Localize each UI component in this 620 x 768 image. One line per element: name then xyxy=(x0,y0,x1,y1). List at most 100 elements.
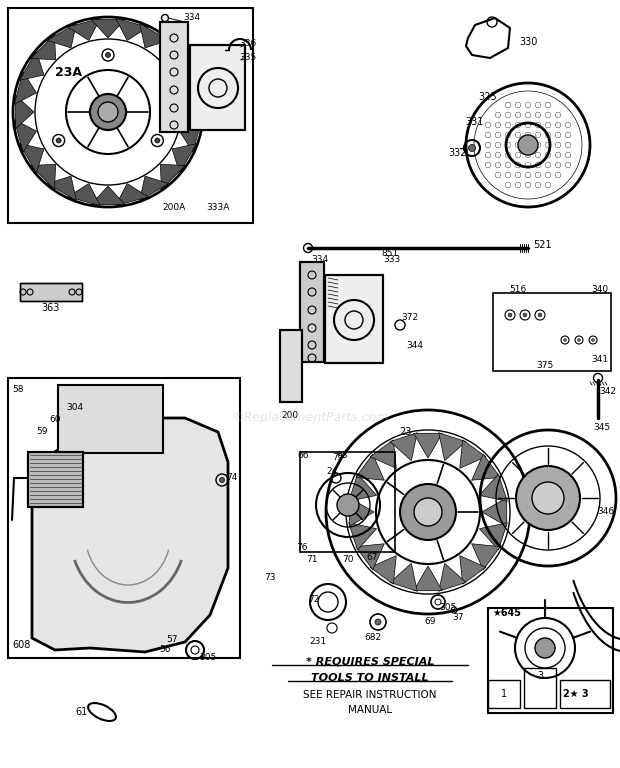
Polygon shape xyxy=(460,556,486,584)
Circle shape xyxy=(532,482,564,514)
Text: 336: 336 xyxy=(239,38,257,48)
Bar xyxy=(160,22,188,132)
Bar xyxy=(325,275,383,363)
Text: 69: 69 xyxy=(424,617,436,627)
Text: 68: 68 xyxy=(336,451,348,459)
Text: 61: 61 xyxy=(76,707,88,717)
Polygon shape xyxy=(356,544,384,570)
Polygon shape xyxy=(47,176,76,200)
Polygon shape xyxy=(31,35,56,60)
Bar xyxy=(58,385,163,453)
Bar xyxy=(300,262,324,362)
Bar xyxy=(8,8,253,223)
Polygon shape xyxy=(91,19,125,38)
Text: 521: 521 xyxy=(533,240,551,250)
Circle shape xyxy=(469,144,476,151)
Circle shape xyxy=(523,313,527,317)
Text: 363: 363 xyxy=(41,303,59,313)
Text: 1: 1 xyxy=(501,689,507,699)
Text: * REQUIRES SPECIAL: * REQUIRES SPECIAL xyxy=(306,657,434,667)
Polygon shape xyxy=(349,498,374,526)
Text: 75: 75 xyxy=(332,453,343,462)
Text: 375: 375 xyxy=(536,360,554,369)
Bar xyxy=(488,680,520,708)
Polygon shape xyxy=(172,144,197,173)
Circle shape xyxy=(337,494,359,516)
Text: 59: 59 xyxy=(36,428,48,436)
Polygon shape xyxy=(390,564,417,591)
Text: MANUAL: MANUAL xyxy=(348,705,392,715)
Circle shape xyxy=(155,138,160,143)
Circle shape xyxy=(90,94,126,130)
Polygon shape xyxy=(414,566,442,591)
Bar xyxy=(28,452,83,507)
Text: TOOLS TO INSTALL: TOOLS TO INSTALL xyxy=(311,673,429,683)
Polygon shape xyxy=(31,164,56,189)
Text: 60: 60 xyxy=(49,415,61,425)
Polygon shape xyxy=(356,454,384,480)
Text: 346: 346 xyxy=(598,508,614,517)
Polygon shape xyxy=(348,474,376,502)
Bar xyxy=(300,262,324,362)
Circle shape xyxy=(105,52,110,58)
Text: 331: 331 xyxy=(465,117,483,127)
Text: 344: 344 xyxy=(407,340,423,349)
Polygon shape xyxy=(116,18,148,41)
Text: 76: 76 xyxy=(296,544,308,552)
Text: 23: 23 xyxy=(399,427,411,437)
Text: 24: 24 xyxy=(326,468,338,476)
Text: 66: 66 xyxy=(297,451,309,459)
Polygon shape xyxy=(161,35,185,60)
Circle shape xyxy=(591,339,595,342)
Polygon shape xyxy=(19,51,44,81)
Polygon shape xyxy=(47,24,76,48)
Circle shape xyxy=(56,138,61,143)
Polygon shape xyxy=(68,184,100,206)
Text: 73: 73 xyxy=(264,574,276,582)
Polygon shape xyxy=(479,474,507,502)
Text: 342: 342 xyxy=(600,388,616,396)
Circle shape xyxy=(535,638,555,658)
Text: 231: 231 xyxy=(309,637,327,647)
Polygon shape xyxy=(439,432,466,461)
Text: 71: 71 xyxy=(306,555,317,564)
Text: 67: 67 xyxy=(366,554,378,562)
Polygon shape xyxy=(140,176,169,200)
Polygon shape xyxy=(179,120,202,152)
Polygon shape xyxy=(16,95,34,129)
Circle shape xyxy=(98,102,118,122)
Text: 608: 608 xyxy=(13,640,31,650)
Text: 57: 57 xyxy=(166,635,178,644)
Bar xyxy=(280,330,302,402)
Polygon shape xyxy=(140,24,169,48)
Circle shape xyxy=(516,466,580,530)
Polygon shape xyxy=(179,72,202,104)
Polygon shape xyxy=(414,433,442,458)
Polygon shape xyxy=(161,164,185,189)
Polygon shape xyxy=(14,72,37,104)
Bar xyxy=(300,452,395,552)
Circle shape xyxy=(508,313,512,317)
Circle shape xyxy=(414,498,442,526)
Polygon shape xyxy=(68,18,100,41)
Text: 333: 333 xyxy=(383,254,401,263)
Text: 516: 516 xyxy=(510,286,526,294)
Polygon shape xyxy=(14,120,37,152)
Text: 330: 330 xyxy=(519,37,537,47)
Text: SEE REPAIR INSTRUCTION: SEE REPAIR INSTRUCTION xyxy=(303,690,436,700)
Text: 682: 682 xyxy=(365,633,381,641)
Bar xyxy=(190,45,245,130)
Circle shape xyxy=(219,478,224,482)
Circle shape xyxy=(564,339,567,342)
Polygon shape xyxy=(479,523,507,550)
Polygon shape xyxy=(32,418,228,652)
Circle shape xyxy=(538,313,542,317)
Bar xyxy=(493,293,611,371)
Text: 200: 200 xyxy=(281,411,299,419)
Text: 372: 372 xyxy=(401,313,418,323)
Polygon shape xyxy=(348,523,376,550)
Bar xyxy=(280,330,302,402)
Circle shape xyxy=(400,484,456,540)
Text: 2★ 3: 2★ 3 xyxy=(563,689,588,699)
Polygon shape xyxy=(91,186,125,204)
